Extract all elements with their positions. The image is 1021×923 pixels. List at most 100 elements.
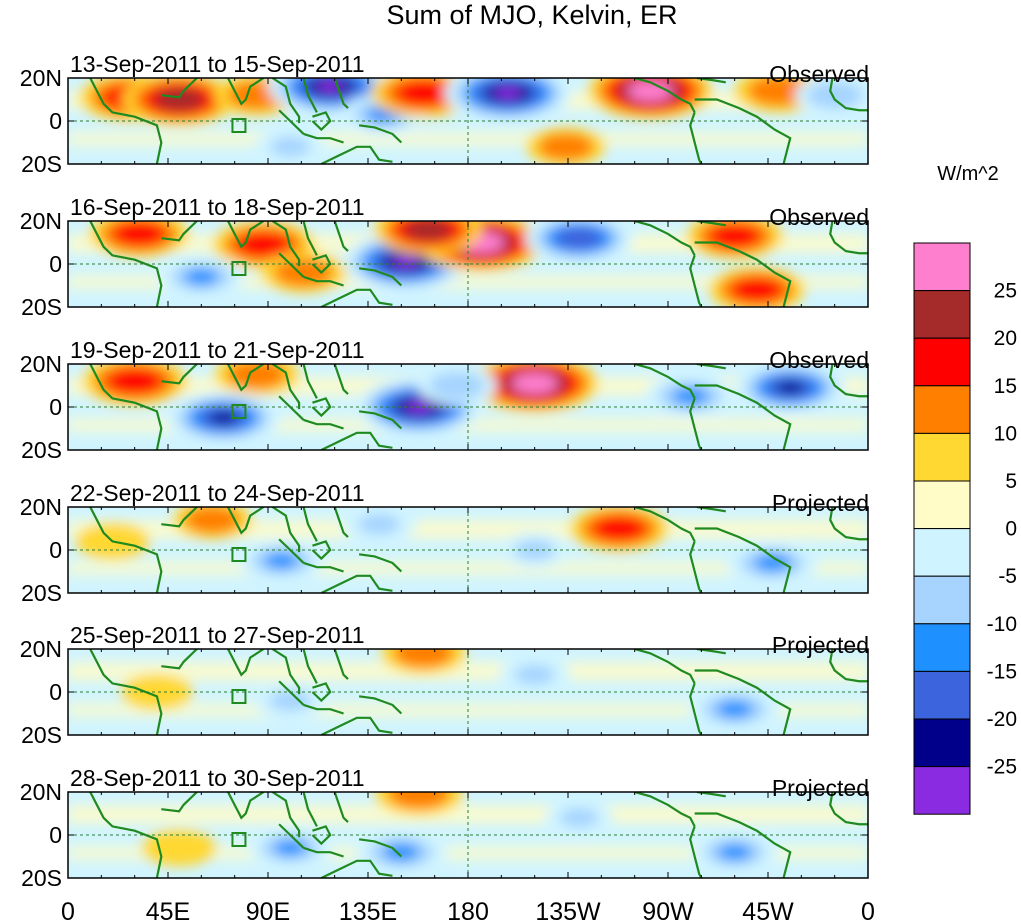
y-tick-label: 20N <box>20 65 62 91</box>
coastline <box>278 823 305 849</box>
panel-status-label: Projected <box>772 632 869 658</box>
coastline <box>303 561 344 573</box>
anomaly-contour <box>405 401 433 413</box>
coastline <box>302 792 318 827</box>
y-tick-label: 0 <box>49 108 62 134</box>
anomaly-contour <box>604 521 635 536</box>
anomaly-contour <box>441 377 473 394</box>
coastline <box>311 825 332 846</box>
x-tick-label: 0 <box>61 898 75 923</box>
x-tick-label: 135W <box>535 898 601 923</box>
anomaly-contour <box>514 539 555 561</box>
coastline <box>227 649 265 677</box>
panel-2: 20N 0 20S 16-Sep-2011 to 18-Sep-2011 Observe… <box>20 194 869 320</box>
colorbar-swatch <box>913 718 971 768</box>
coastline <box>829 507 868 541</box>
coastline <box>89 78 163 164</box>
coastlines <box>89 792 868 878</box>
coastline <box>634 649 696 684</box>
anomaly-contour <box>565 232 593 245</box>
coastline <box>271 507 301 553</box>
anomaly-contour <box>158 837 201 859</box>
y-tick-label: 20N <box>20 351 62 377</box>
anomaly-contour <box>720 229 750 243</box>
colorbar-level-label: -20 <box>987 708 1017 731</box>
coastline <box>689 255 703 307</box>
panel-status-label: Observed <box>769 204 869 230</box>
panel-5: 20N 0 20S 25-Sep-2011 to 27-Sep-2011 Project… <box>20 622 869 748</box>
panel-status-label: Projected <box>772 490 869 516</box>
coastline <box>689 826 703 878</box>
coastline <box>302 78 318 113</box>
coastline <box>634 78 696 113</box>
anomaly-contour <box>761 82 798 100</box>
anomaly-contour <box>401 792 437 803</box>
coastline <box>302 649 318 684</box>
coastline <box>278 395 305 421</box>
colorbar-level-label: 20 <box>994 327 1017 350</box>
coastline <box>311 397 332 418</box>
colorbar-swatch <box>913 337 971 387</box>
panel-period-label: 16-Sep-2011 to 18-Sep-2011 <box>70 194 365 220</box>
colorbar-swatch <box>913 575 971 625</box>
y-tick-label: 0 <box>49 394 62 420</box>
wash-band <box>68 804 868 824</box>
region-box <box>231 689 247 704</box>
y-tick-label: 0 <box>49 251 62 277</box>
coastline <box>829 78 868 112</box>
colorbar-swatch <box>913 480 971 530</box>
y-tick-label: 0 <box>49 679 62 705</box>
coastline <box>161 78 198 99</box>
coastline <box>689 683 703 735</box>
coastline <box>278 109 305 135</box>
x-tick-label: 90E <box>246 898 290 923</box>
panel-4: 20N 0 20S 22-Sep-2011 to 24-Sep-2011 Project… <box>20 480 869 606</box>
coastline <box>89 364 163 450</box>
coastline <box>271 364 301 410</box>
region-box <box>231 832 247 847</box>
anomaly-contour <box>358 513 401 535</box>
colorbar-swatch <box>913 290 971 339</box>
coastline <box>303 703 344 715</box>
coastline <box>227 221 265 249</box>
panel-period-label: 28-Sep-2011 to 30-Sep-2011 <box>70 765 365 791</box>
coastline <box>227 792 265 820</box>
coastline <box>829 364 868 398</box>
coastline <box>271 649 301 695</box>
colorbar-swatch <box>913 242 971 292</box>
anomaly-contour <box>672 387 709 405</box>
coastline <box>689 112 703 164</box>
x-tick-label: 0 <box>861 898 875 923</box>
coastline <box>161 364 198 385</box>
y-tick-label: 20N <box>20 494 62 520</box>
coastline <box>694 384 792 450</box>
coastline <box>694 669 792 735</box>
coastline <box>303 132 344 144</box>
anomaly-field <box>68 221 868 307</box>
anomaly-contour <box>269 690 312 711</box>
anomaly-contour <box>118 373 151 389</box>
coastline <box>358 553 403 573</box>
wash-band <box>68 661 868 681</box>
anomaly-contour <box>124 226 155 241</box>
anomaly-contour <box>136 681 178 703</box>
coastline <box>278 252 305 278</box>
y-tick-label: 20N <box>20 636 62 662</box>
coastline <box>303 275 344 287</box>
coastline <box>829 221 868 255</box>
coastline <box>320 716 393 735</box>
coastlines <box>89 78 868 164</box>
panel-6: 20N 0 20S 28-Sep-2011 to 30-Sep-2011 Project… <box>20 765 869 891</box>
anomaly-contour <box>514 664 555 685</box>
anomaly-contour <box>414 223 442 236</box>
coastline <box>89 649 163 735</box>
colorbar-swatch <box>913 432 971 482</box>
x-tick-label: 90W <box>642 898 694 923</box>
panel-period-label: 25-Sep-2011 to 27-Sep-2011 <box>70 622 365 648</box>
region-box <box>231 547 247 562</box>
coastline <box>311 111 332 132</box>
y-tick-label: 20S <box>21 294 62 320</box>
coastline <box>89 792 163 878</box>
coastline <box>634 221 696 256</box>
colorbar-units: W/m^2 <box>937 163 999 185</box>
